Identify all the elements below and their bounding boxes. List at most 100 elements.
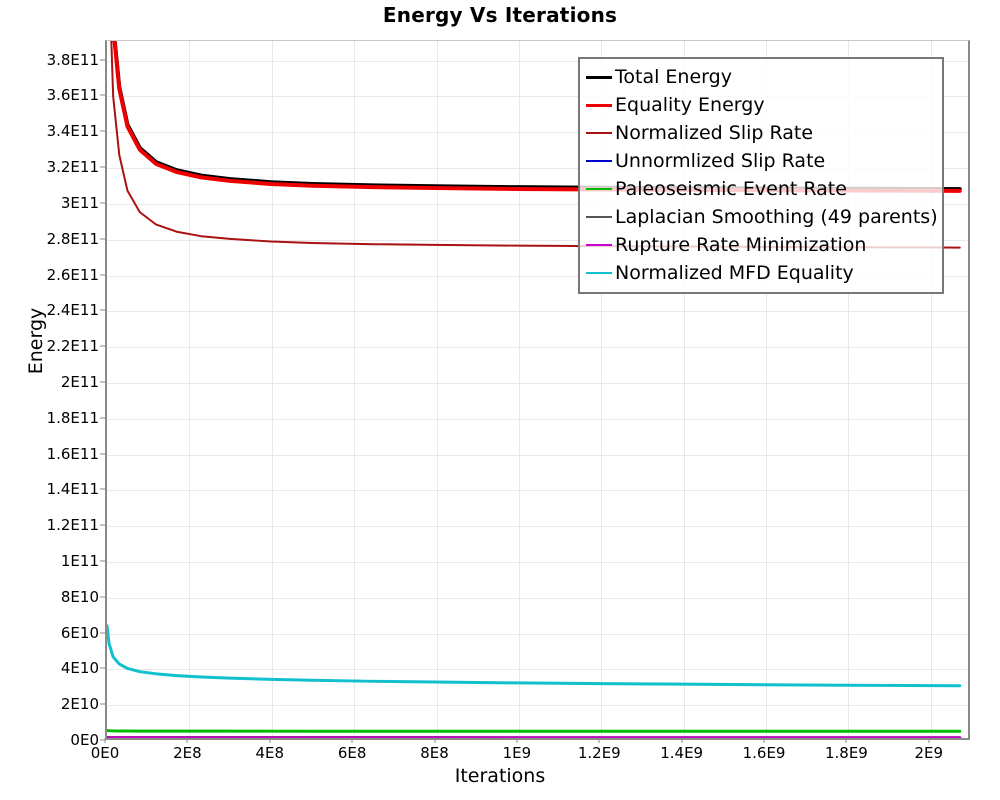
y-tick-label: 2.2E11 — [46, 337, 99, 356]
gridline-vertical — [683, 41, 685, 738]
gridline-vertical — [189, 41, 191, 738]
gridline-horizontal — [107, 526, 968, 528]
x-tick-mark — [269, 738, 271, 743]
legend-item-label: Unnormlized Slip Rate — [615, 150, 826, 172]
legend-color-swatch — [586, 272, 612, 274]
y-tick-label: 1.2E11 — [46, 516, 99, 535]
gridline-horizontal — [107, 96, 968, 98]
legend-item-label: Rupture Rate Minimization — [615, 234, 867, 256]
y-tick-label: 1.6E11 — [46, 444, 99, 463]
y-tick-mark — [100, 59, 105, 61]
gridline-horizontal — [107, 669, 968, 671]
legend-item-label: Total Energy — [615, 66, 732, 88]
x-tick-label: 2E9 — [914, 744, 944, 762]
gridline-horizontal — [107, 311, 968, 313]
x-tick-mark — [845, 738, 847, 743]
y-tick-label: 2.8E11 — [46, 229, 99, 248]
y-tick-mark — [100, 703, 105, 705]
gridline-horizontal — [107, 275, 968, 277]
x-tick-label: 1.2E9 — [577, 744, 621, 762]
gridline-horizontal — [107, 168, 968, 170]
y-tick-label: 3.4E11 — [46, 122, 99, 141]
y-tick-mark — [100, 309, 105, 311]
legend-color-swatch — [586, 244, 612, 246]
legend-item-label: Paleoseismic Event Rate — [615, 178, 847, 200]
y-tick-mark — [100, 560, 105, 562]
y-tick-mark — [100, 596, 105, 598]
legend-item-label: Laplacian Smoothing (49 parents) — [615, 206, 938, 228]
legend-item[interactable]: Total Energy — [586, 63, 936, 91]
x-tick-label: 0E0 — [90, 744, 120, 762]
x-tick-mark — [681, 738, 683, 743]
gridline-vertical — [436, 41, 438, 738]
x-tick-label: 2E8 — [173, 744, 202, 762]
gridline-vertical — [354, 41, 356, 738]
y-tick-mark — [100, 667, 105, 669]
x-axis-title: Iterations — [454, 765, 546, 787]
y-tick-label: 3.6E11 — [46, 86, 99, 105]
y-tick-label: 2E11 — [60, 372, 99, 391]
legend-item-label: Normalized Slip Rate — [615, 122, 814, 144]
y-tick-mark — [100, 345, 105, 347]
y-tick-mark — [100, 166, 105, 168]
gridline-horizontal — [107, 597, 968, 599]
legend-item[interactable]: Paleoseismic Event Rate — [586, 175, 936, 203]
series-line — [107, 624, 962, 688]
y-tick-mark — [100, 130, 105, 132]
legend-item[interactable]: Normalized MFD Equality — [586, 259, 936, 287]
gridline-horizontal — [107, 60, 968, 62]
y-tick-label: 1.8E11 — [46, 408, 99, 427]
y-tick-label: 1E11 — [60, 551, 99, 570]
y-tick-mark — [100, 488, 105, 490]
gridline-vertical — [271, 41, 273, 738]
x-tick-label: 1E9 — [502, 744, 532, 762]
x-tick-label: 1.8E9 — [824, 744, 868, 762]
y-tick-label: 8E10 — [60, 587, 99, 606]
y-tick-label: 3E11 — [60, 193, 99, 212]
gridline-horizontal — [107, 490, 968, 492]
x-tick-label: 1.4E9 — [660, 744, 704, 762]
x-tick-mark — [104, 738, 106, 743]
legend-item[interactable]: Unnormlized Slip Rate — [586, 147, 936, 175]
y-tick-mark — [100, 417, 105, 419]
legend-color-swatch — [586, 216, 612, 218]
gridline-vertical — [848, 41, 850, 738]
y-tick-mark — [100, 274, 105, 276]
x-tick-label: 6E8 — [337, 744, 367, 762]
y-tick-mark — [100, 94, 105, 96]
y-tick-label: 2.6E11 — [46, 265, 99, 284]
legend-color-swatch — [586, 103, 612, 107]
x-tick-mark — [434, 738, 436, 743]
gridline-horizontal — [107, 418, 968, 420]
legend-item[interactable]: Normalized Slip Rate — [586, 119, 936, 147]
y-tick-mark — [100, 238, 105, 240]
gridline-horizontal — [107, 347, 968, 349]
gridline-horizontal — [107, 705, 968, 707]
gridline-horizontal — [107, 239, 968, 241]
y-tick-label: 2E10 — [60, 695, 99, 714]
gridline-vertical — [930, 41, 932, 738]
y-tick-label: 3.8E11 — [46, 50, 99, 69]
chart-title: Energy Vs Iterations — [382, 3, 618, 27]
y-axis-tick-labels: 0E0 2E10 4E10 6E10 8E10 1E11 1.2E11 1.4E11 1.6E1… — [0, 0, 105, 800]
y-tick-label: 4E10 — [60, 659, 99, 678]
y-tick-label: 6E10 — [60, 623, 99, 642]
x-tick-mark — [351, 738, 353, 743]
chart-legend[interactable]: Total Energy Equality Energy Normalized Sl… — [578, 57, 944, 294]
x-tick-mark — [598, 738, 600, 743]
y-tick-mark — [100, 381, 105, 383]
y-tick-label: 3.2E11 — [46, 158, 99, 177]
y-tick-label: 2.4E11 — [46, 301, 99, 320]
x-tick-label: 1.6E9 — [742, 744, 786, 762]
legend-item[interactable]: Rupture Rate Minimization — [586, 231, 936, 259]
y-tick-mark — [100, 453, 105, 455]
y-tick-mark — [100, 524, 105, 526]
gridline-vertical — [766, 41, 768, 738]
legend-item[interactable]: Equality Energy — [586, 91, 936, 119]
gridline-vertical — [518, 41, 520, 738]
gridline-horizontal — [107, 561, 968, 563]
legend-item[interactable]: Laplacian Smoothing (49 parents) — [586, 203, 938, 231]
legend-color-swatch — [586, 188, 612, 190]
gridline-horizontal — [107, 633, 968, 635]
